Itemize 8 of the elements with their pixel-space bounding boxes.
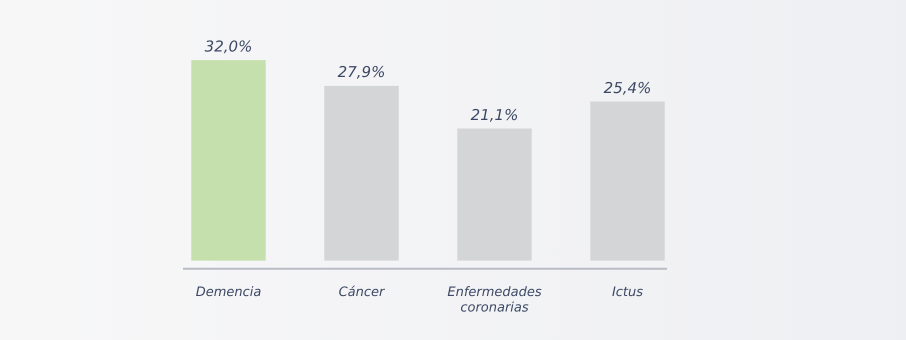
data-label: 25,4% xyxy=(604,78,652,97)
data-label: 21,1% xyxy=(470,106,518,124)
x-tick-label: Ictus xyxy=(612,284,644,300)
data-label: 27,9% xyxy=(338,63,386,82)
x-tick-label: Enfermedades coronarias xyxy=(447,284,542,316)
x-tick-label: Demencia xyxy=(196,284,262,300)
x-tick-label: Cáncer xyxy=(338,284,386,300)
data-label: 32,0% xyxy=(204,38,252,56)
